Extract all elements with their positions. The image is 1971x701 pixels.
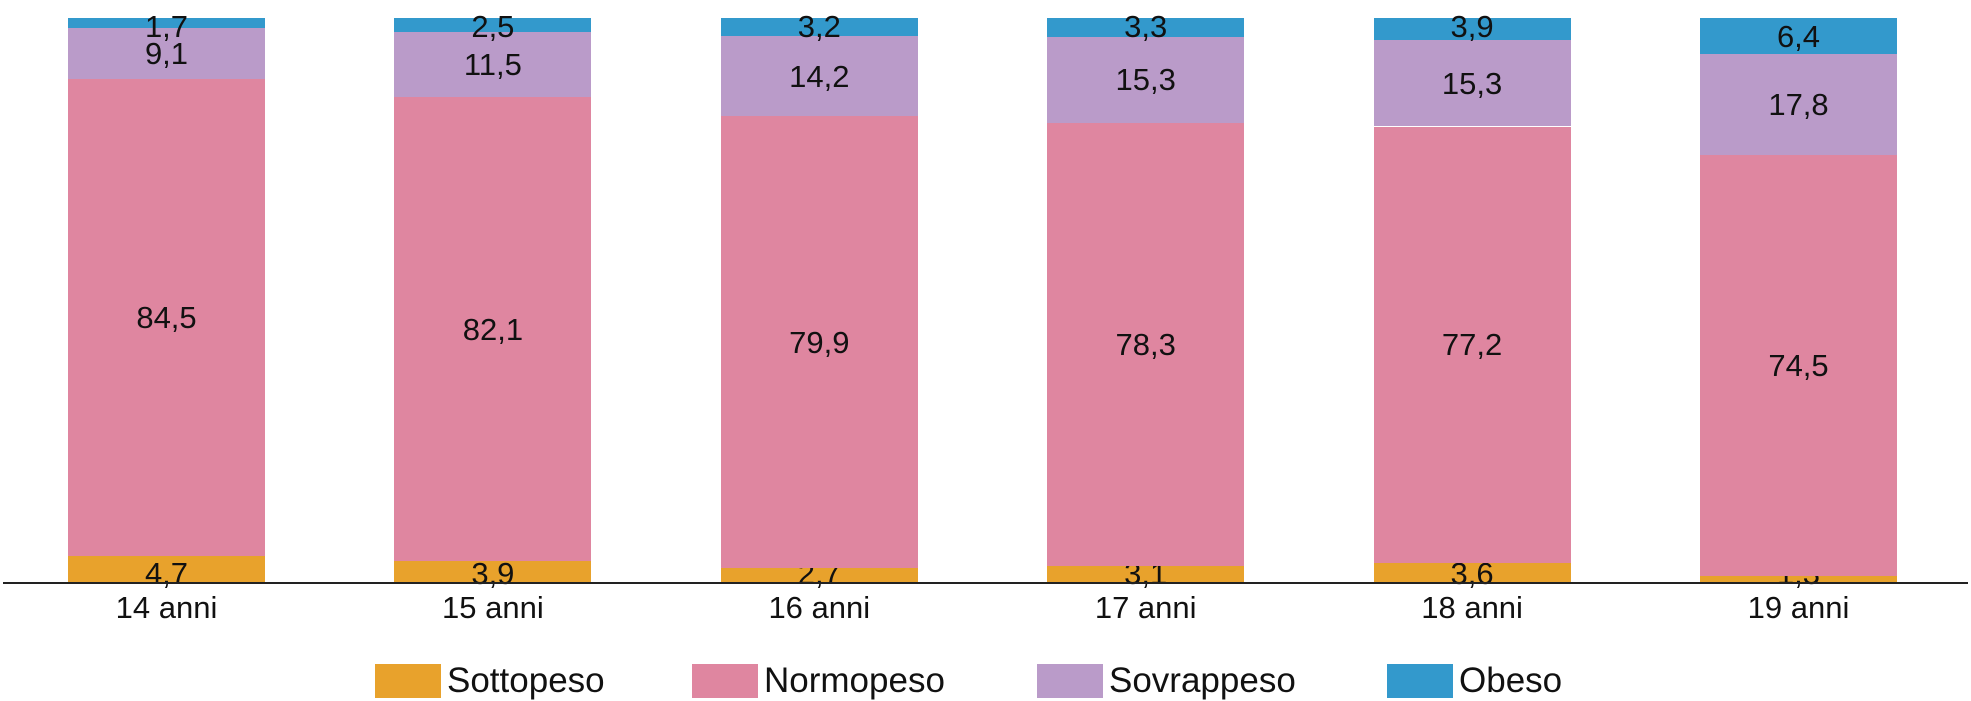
legend-item-normopeso: Normopeso xyxy=(692,660,945,700)
data-label: 74,5 xyxy=(1768,347,1829,383)
x-tick-label: 18 anni xyxy=(1421,590,1523,625)
legend-swatch-sottopeso xyxy=(375,663,441,698)
bar-segment-sovrappeso xyxy=(720,36,918,117)
bar-segment-normopeso xyxy=(394,97,592,561)
bar-14-anni: 4,7 84,5 9,1 1,7 xyxy=(68,11,265,589)
data-label: 9,1 xyxy=(144,35,189,71)
bar-segment-normopeso xyxy=(720,116,918,568)
bar-segment-sovrappeso xyxy=(1047,36,1245,124)
bar-segment-normopeso xyxy=(1373,126,1571,563)
legend-item-sottopeso: Sottopeso xyxy=(375,660,605,700)
bar-segment-obeso xyxy=(1700,18,1897,55)
bar-segment-obeso xyxy=(1373,18,1571,41)
bar-segment-sottopeso xyxy=(1047,565,1245,583)
data-label: 84,5 xyxy=(136,300,197,336)
bar-segment-obeso xyxy=(1047,18,1245,37)
data-label: 1,7 xyxy=(144,8,189,44)
data-label: 78,3 xyxy=(1115,326,1176,362)
bar-segment-sovrappeso xyxy=(68,27,265,80)
data-label: 79,9 xyxy=(789,324,850,360)
bar-segment-obeso xyxy=(720,18,918,37)
bar-segment-sottopeso xyxy=(1373,562,1571,583)
bar-segment-sottopeso xyxy=(720,567,918,583)
x-axis-line xyxy=(3,582,1968,584)
data-label: 3,2 xyxy=(797,8,841,44)
bar-15-anni: 3,9 82,1 11,5 2,5 xyxy=(394,11,592,589)
bar-segment-normopeso xyxy=(68,79,265,557)
legend-swatch-sovrappeso xyxy=(1037,663,1103,698)
bar-19-anni: 1,374,517,86,4 xyxy=(1700,18,1897,589)
bar-segment-normopeso xyxy=(1700,154,1897,576)
legend-label: Obeso xyxy=(1459,660,1563,700)
x-tick-label: 19 anni xyxy=(1747,590,1850,625)
x-tick-label: 17 anni xyxy=(1094,590,1197,625)
bar-17-anni: 3,1 78,3 15,3 3,3 xyxy=(1047,11,1245,589)
x-tick-label: 14 anni xyxy=(115,590,218,625)
data-label: 15,3 xyxy=(1441,65,1503,101)
bar-18-anni: 3,6 77,2 15,3 3,9 xyxy=(1373,11,1571,589)
x-tick-label: 15 anni xyxy=(442,590,544,625)
bar-segment-sovrappeso xyxy=(394,32,592,98)
bar-segment-sottopeso xyxy=(1700,575,1897,583)
legend-label: Normopeso xyxy=(764,660,945,700)
data-label: 6,4 xyxy=(1776,18,1821,54)
bar-segment-sovrappeso xyxy=(1700,54,1897,155)
bar-segment-sottopeso xyxy=(394,560,592,583)
data-label: 82,1 xyxy=(462,311,524,347)
data-label: 14,2 xyxy=(789,58,850,94)
bar-segment-obeso xyxy=(394,18,592,33)
data-label: 3,3 xyxy=(1124,8,1168,44)
legend-swatch-obeso xyxy=(1387,663,1453,698)
legend-label: Sottopeso xyxy=(447,660,605,700)
data-label: 2,5 xyxy=(471,8,515,44)
bar-segment-normopeso xyxy=(1047,123,1245,566)
bar-segment-obeso xyxy=(68,18,265,28)
data-label: 11,5 xyxy=(463,47,522,83)
data-label: 3,9 xyxy=(1450,8,1494,44)
legend-swatch-normopeso xyxy=(692,663,758,698)
bar-16-anni: 2,7 79,9 14,2 3,2 xyxy=(720,11,918,589)
legend: Sottopeso Normopeso Sovrappeso Obeso xyxy=(0,660,1971,700)
legend-label: Sovrappeso xyxy=(1109,660,1296,700)
legend-item-obeso: Obeso xyxy=(1387,660,1563,700)
data-label: 17,8 xyxy=(1768,86,1829,122)
legend-item-sovrappeso: Sovrappeso xyxy=(1037,660,1296,700)
data-label: 77,2 xyxy=(1441,327,1503,363)
data-label: 15,3 xyxy=(1115,62,1176,98)
x-tick-label: 16 anni xyxy=(768,590,871,625)
bar-segment-sottopeso xyxy=(68,556,265,583)
bar-segment-sovrappeso xyxy=(1373,40,1571,127)
